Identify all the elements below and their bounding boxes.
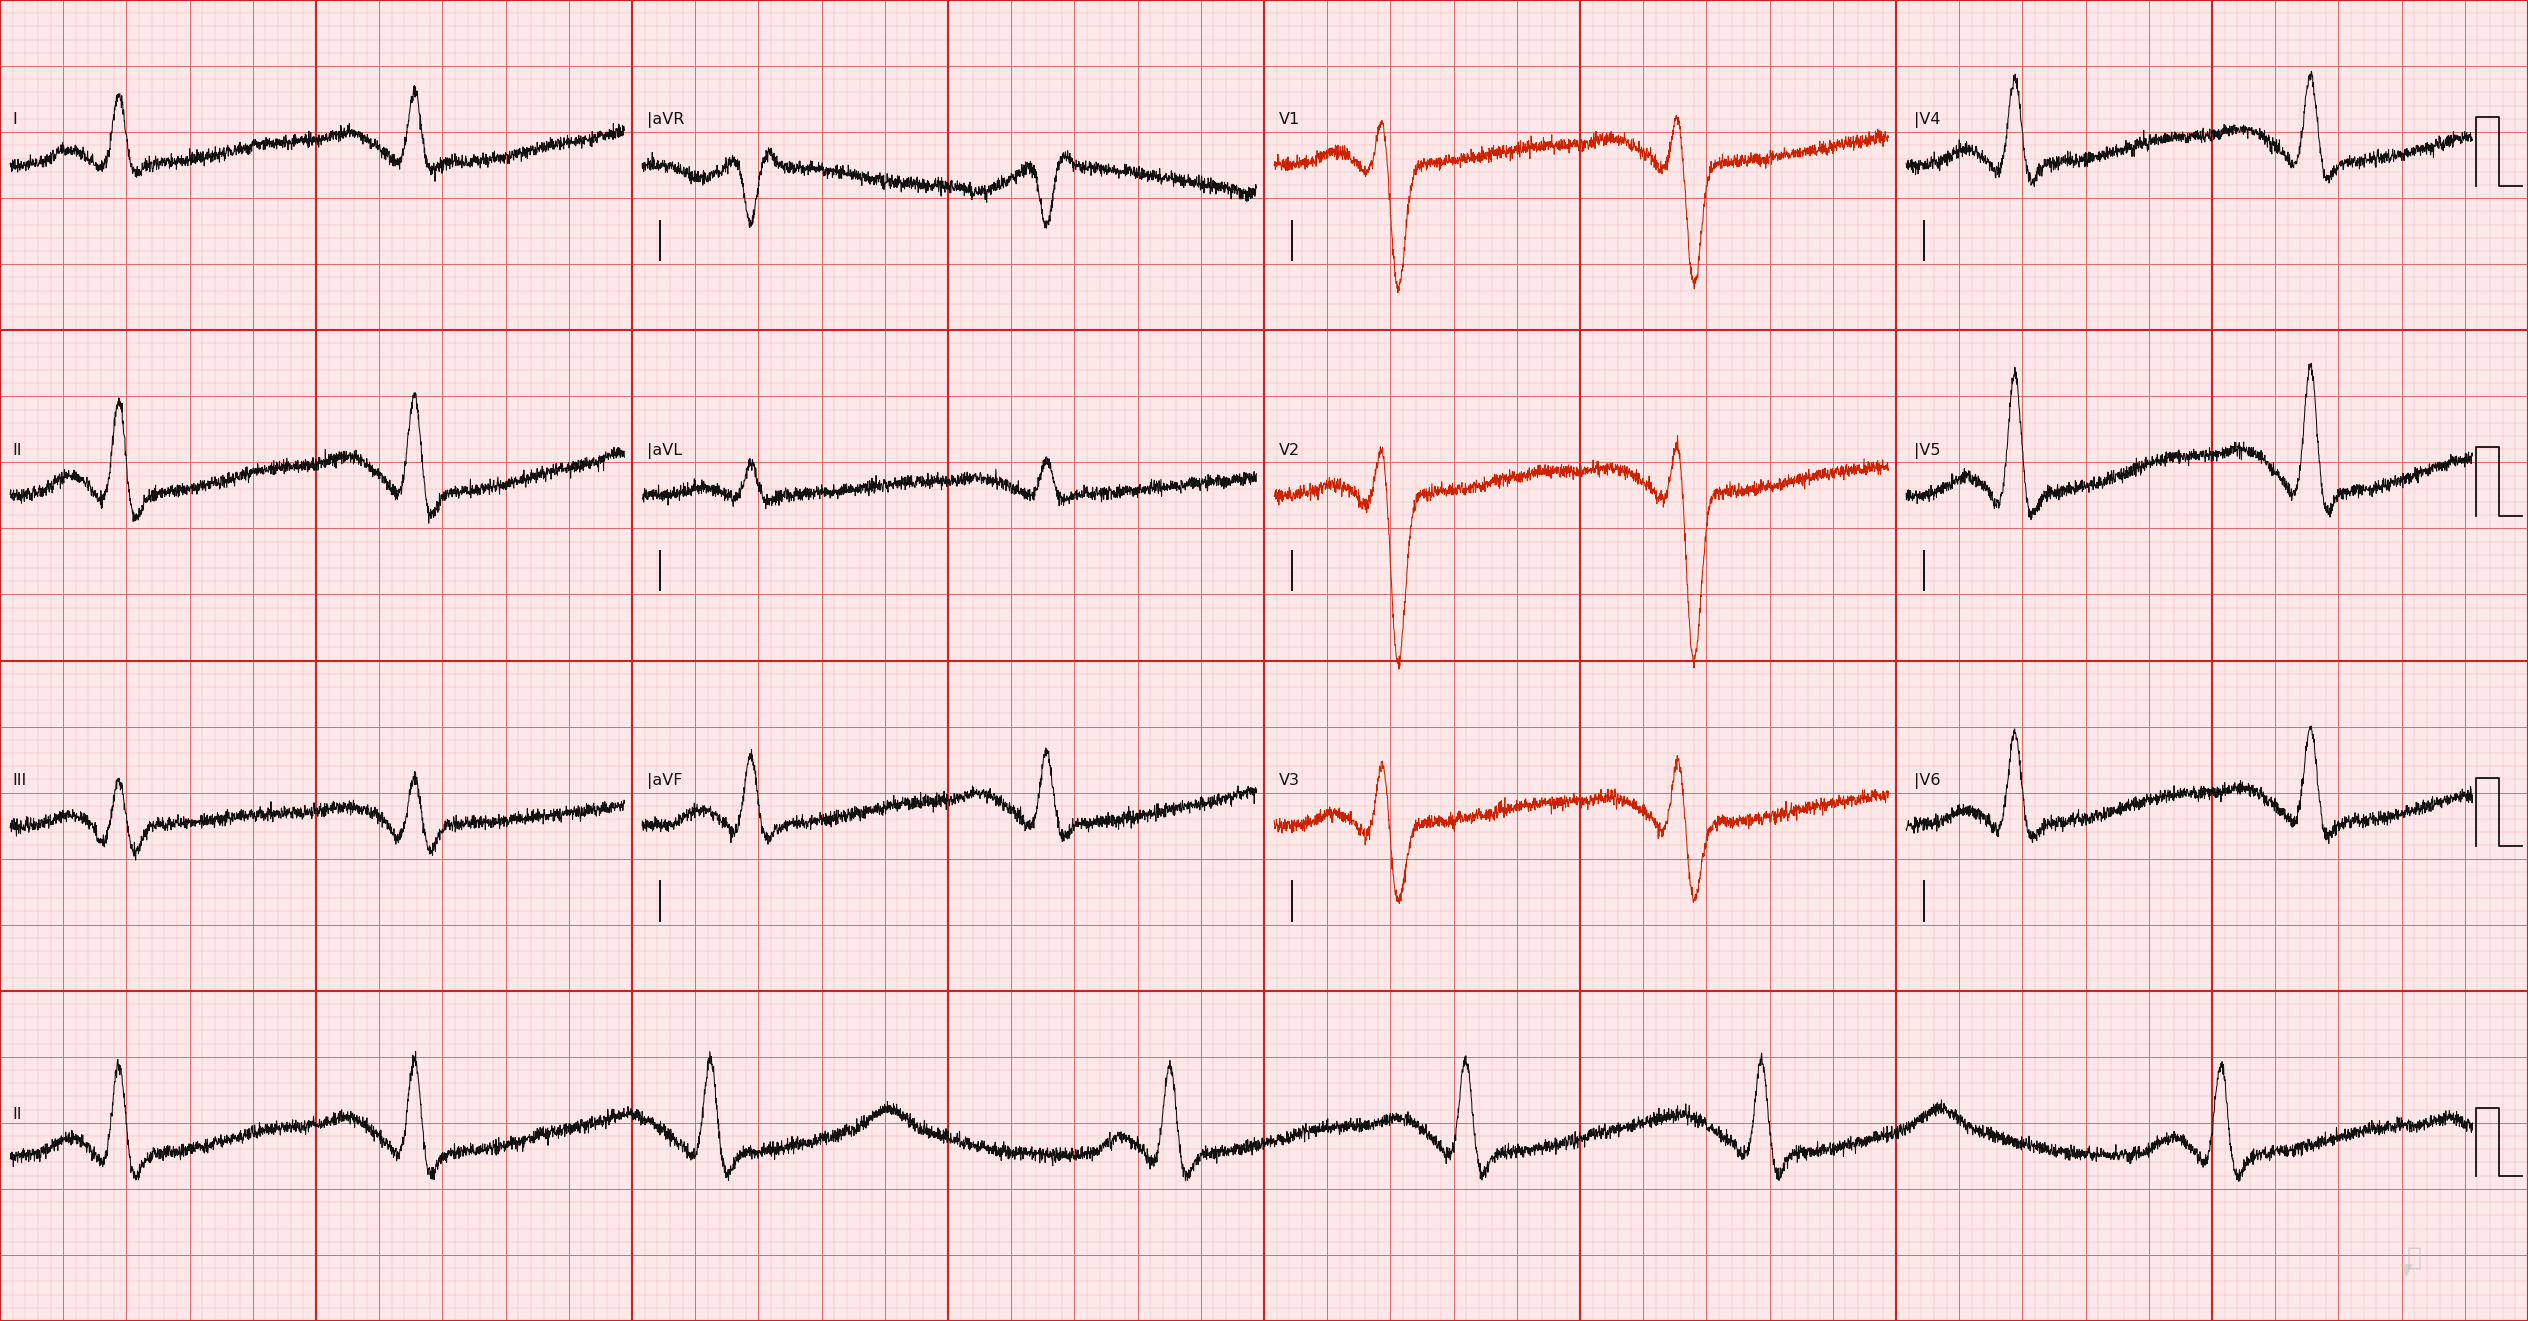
Text: |V5: |V5 — [1914, 443, 1939, 458]
Text: |aVF: |aVF — [647, 773, 683, 789]
Text: II: II — [13, 1107, 23, 1122]
Text: V1: V1 — [1279, 112, 1299, 127]
Text: ▼: ▼ — [2399, 1262, 2414, 1280]
Text: |aVR: |aVR — [647, 112, 685, 128]
Text: V3: V3 — [1279, 773, 1299, 787]
Text: |V4: |V4 — [1914, 112, 1939, 128]
Text: I: I — [13, 112, 18, 127]
Text: II: II — [13, 443, 23, 457]
Text: |V6: |V6 — [1914, 773, 1939, 789]
Text: III: III — [13, 773, 28, 787]
Text: ⬥: ⬥ — [2407, 1246, 2422, 1269]
Text: V2: V2 — [1279, 443, 1299, 457]
Text: |aVL: |aVL — [647, 443, 683, 458]
